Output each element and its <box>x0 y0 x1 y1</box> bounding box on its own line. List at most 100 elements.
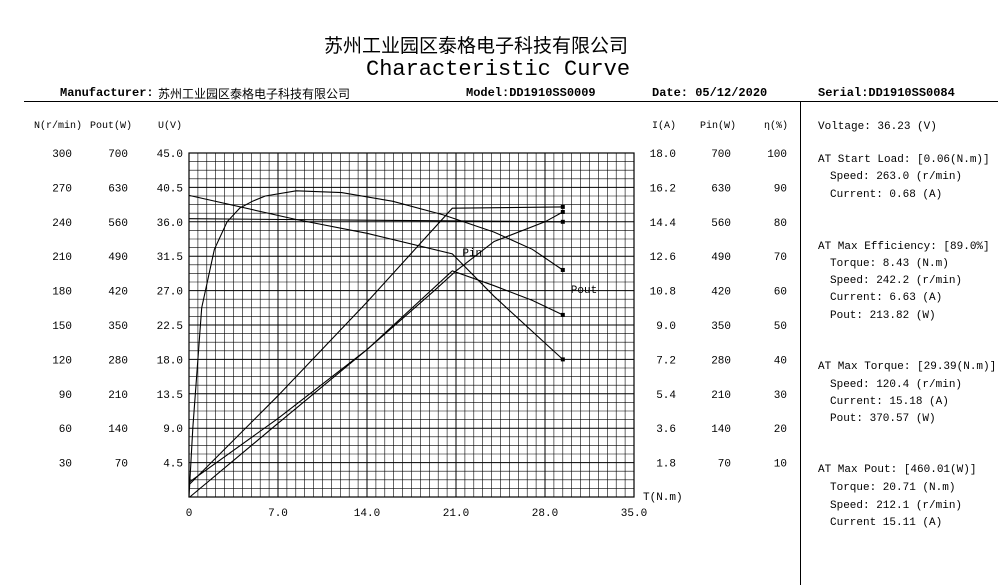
tick-label-i: 9.0 <box>656 321 676 333</box>
tick-label-eta: 100 <box>767 149 787 161</box>
manufacturer-label: Manufacturer: <box>60 86 154 100</box>
tick-label-eta: 90 <box>774 183 787 195</box>
series-end-marker <box>560 312 565 317</box>
tick-label-pin: 350 <box>711 321 731 333</box>
manufacturer-value: 苏州工业园区泰格电子科技有限公司 <box>158 87 351 101</box>
series-label: Pin <box>462 248 482 260</box>
tick-label-eta: 30 <box>774 390 787 402</box>
tick-label-pout: 630 <box>108 183 128 195</box>
tick-label-u: 13.5 <box>157 390 183 402</box>
series-end-marker <box>560 357 565 362</box>
tick-label-u: 40.5 <box>157 183 183 195</box>
company-title: 苏州工业园区泰格电子科技有限公司 <box>324 35 629 57</box>
series-line-u <box>188 218 563 223</box>
series-line-pin <box>188 211 564 483</box>
max-pout-speed: Speed: 212.1 (r/min) <box>830 500 963 512</box>
start-load-current: Current: 0.68 (A) <box>830 189 943 201</box>
tick-label-i: 16.2 <box>650 183 676 195</box>
page-title: Characteristic Curve <box>366 57 631 82</box>
tick-label-pin: 700 <box>711 149 731 161</box>
max-efficiency-pout: Pout: 213.82 (W) <box>830 310 936 322</box>
tick-label-pin: 560 <box>711 218 731 230</box>
x-tick-label: 21.0 <box>443 508 469 520</box>
tick-label-pin: 140 <box>711 424 731 436</box>
tick-label-i: 5.4 <box>656 390 676 402</box>
tick-label-u: 27.0 <box>157 287 183 299</box>
max-pout-title: AT Max Pout: [460.01(W)] <box>818 464 977 476</box>
x-axis-label: T(N.m) <box>643 492 683 504</box>
tick-label-eta: 10 <box>774 459 787 471</box>
tick-label-pin: 70 <box>718 459 731 471</box>
series-line-i <box>189 206 563 485</box>
tick-label-pout: 420 <box>108 287 128 299</box>
tick-label-pin: 490 <box>711 252 731 264</box>
serial-label: Serial:DD1910SS0084 <box>818 86 955 100</box>
series-end-marker <box>560 209 565 214</box>
tick-label-pout: 70 <box>115 459 128 471</box>
tick-label-pin: 280 <box>711 355 731 367</box>
tick-label-pin: 210 <box>711 390 731 402</box>
tick-label-i: 14.4 <box>650 218 677 230</box>
tick-label-u: 9.0 <box>163 424 183 436</box>
max-efficiency-current: Current: 6.63 (A) <box>830 292 943 304</box>
start-load-speed: Speed: 263.0 (r/min) <box>830 171 963 183</box>
tick-label-eta: 70 <box>774 252 787 264</box>
col-head-eta: η(%) <box>764 121 789 132</box>
max-efficiency-torque: Torque: 8.43 (N.m) <box>830 258 949 270</box>
tick-label-n: 180 <box>52 287 72 299</box>
tick-label-eta: 80 <box>774 218 787 230</box>
tick-label-n: 270 <box>52 183 72 195</box>
tick-label-i: 3.6 <box>656 424 676 436</box>
date-label: Date: 05/12/2020 <box>652 86 768 100</box>
tick-label-u: 31.5 <box>157 252 183 264</box>
tick-label-i: 1.8 <box>656 459 676 471</box>
tick-label-n: 210 <box>52 252 72 264</box>
col-head-pin: Pin(W) <box>700 121 737 132</box>
tick-label-n: 300 <box>52 149 72 161</box>
col-head-pout: Pout(W) <box>90 121 133 132</box>
max-pout-torque: Torque: 20.71 (N.m) <box>830 482 956 494</box>
tick-label-n: 90 <box>59 390 72 402</box>
col-head-u: U(V) <box>158 121 183 132</box>
header-divider <box>24 101 998 102</box>
tick-label-n: 60 <box>59 424 72 436</box>
max-pout-current: Current 15.11 (A) <box>830 517 943 529</box>
tick-label-u: 4.5 <box>163 459 183 471</box>
tick-label-eta: 40 <box>774 355 787 367</box>
tick-label-pout: 560 <box>108 218 128 230</box>
tick-label-pout: 210 <box>108 390 128 402</box>
tick-label-pin: 420 <box>711 287 731 299</box>
series-line- <box>188 190 564 498</box>
tick-label-i: 10.8 <box>650 287 676 299</box>
max-torque-speed: Speed: 120.4 (r/min) <box>830 379 963 391</box>
tick-label-i: 12.6 <box>650 252 676 264</box>
x-tick-label: 35.0 <box>621 508 647 520</box>
tick-label-u: 18.0 <box>157 355 183 367</box>
tick-label-pout: 350 <box>108 321 128 333</box>
series-end-marker <box>560 204 565 209</box>
tick-label-n: 120 <box>52 355 72 367</box>
tick-label-u: 36.0 <box>157 218 183 230</box>
tick-label-i: 7.2 <box>656 355 676 367</box>
max-efficiency-title: AT Max Efficiency: [89.0%] <box>818 241 990 253</box>
tick-label-eta: 20 <box>774 424 787 436</box>
start-load-title: AT Start Load: [0.06(N.m)] <box>818 154 990 166</box>
tick-label-u: 45.0 <box>157 149 183 161</box>
tick-label-pout: 140 <box>108 424 128 436</box>
series-end-marker <box>560 219 565 224</box>
x-tick-label: 14.0 <box>354 508 380 520</box>
col-head-i: I(A) <box>652 121 677 132</box>
tick-label-n: 150 <box>52 321 72 333</box>
series-end-marker <box>560 267 565 272</box>
tick-label-pin: 630 <box>711 183 731 195</box>
voltage-text: Voltage: 36.23 (V) <box>818 121 937 133</box>
max-torque-pout: Pout: 370.57 (W) <box>830 413 936 425</box>
tick-label-n: 30 <box>59 459 72 471</box>
tick-label-pout: 280 <box>108 355 128 367</box>
col-head-n: N(r/min) <box>34 121 83 132</box>
tick-label-i: 18.0 <box>650 149 676 161</box>
model-label: Model:DD1910SS0009 <box>466 86 596 100</box>
series-label: Pout <box>571 285 597 297</box>
max-efficiency-speed: Speed: 242.2 (r/min) <box>830 275 963 287</box>
